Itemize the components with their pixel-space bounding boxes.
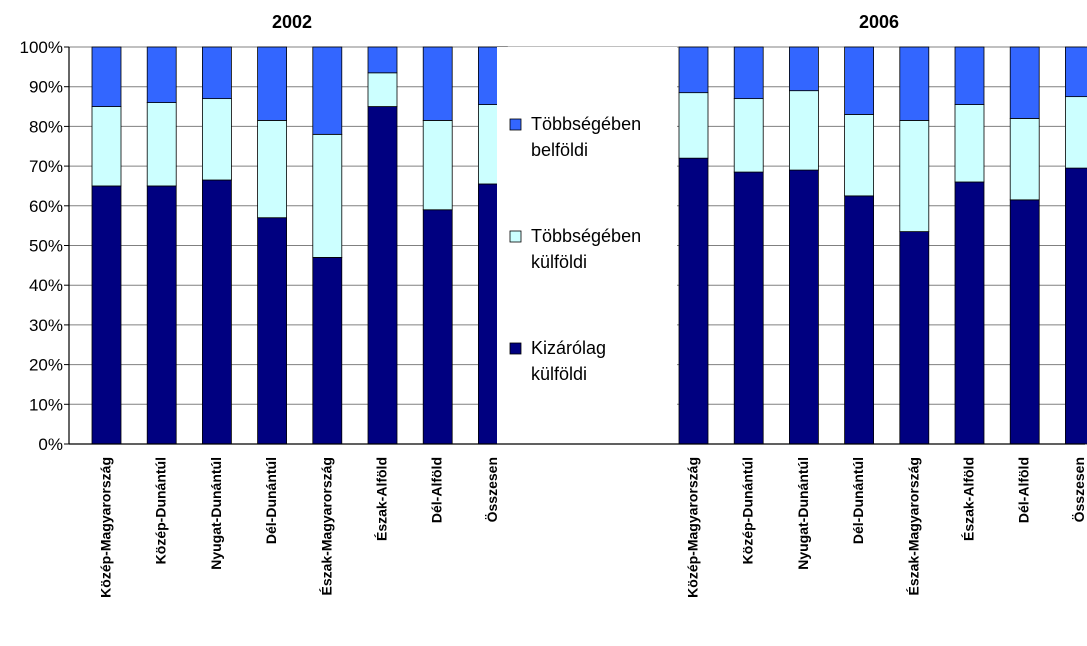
bar-segment <box>312 46 343 135</box>
bar-segment <box>899 46 930 121</box>
legend-swatch <box>509 118 522 131</box>
bar-segment <box>844 46 874 115</box>
category-label: Dél-Dunántúl <box>850 457 866 544</box>
y-tick-label: 0% <box>38 435 63 454</box>
y-tick-label: 80% <box>29 117 63 136</box>
y-tick-label: 20% <box>29 356 63 375</box>
bar-segment <box>954 104 985 183</box>
bar-segment <box>789 46 819 92</box>
bar-segment <box>733 46 764 100</box>
y-tick-label: 90% <box>29 78 63 97</box>
bar-segment <box>201 46 232 100</box>
bar-segment <box>367 46 398 74</box>
bar-segment <box>733 98 764 173</box>
bar-segment <box>146 185 177 445</box>
bar-segment <box>367 106 398 445</box>
bar-segment <box>422 120 453 211</box>
bar-segment <box>201 98 232 181</box>
legend-label: külföldi <box>531 364 587 384</box>
category-label: Észak-Magyarország <box>318 457 334 596</box>
legend-label: Kizárólag <box>531 338 606 358</box>
legend-label: Többségében <box>531 226 641 246</box>
panel-title: 2006 <box>859 12 899 32</box>
bar-segment <box>201 179 232 445</box>
y-tick-label: 60% <box>29 197 63 216</box>
y-tick-label: 10% <box>29 395 63 414</box>
y-tick-label: 30% <box>29 316 63 335</box>
bar-segment <box>678 157 709 445</box>
category-label: Közép-Dunántúl <box>740 457 756 564</box>
bar-segment <box>1009 46 1040 119</box>
legend-label: Többségében <box>531 114 641 134</box>
bar-segment <box>733 171 764 445</box>
bar-segment <box>257 217 288 445</box>
y-tick-label: 40% <box>29 276 63 295</box>
legend-swatch <box>509 230 522 243</box>
bar-segment <box>844 114 874 197</box>
legend-label: külföldi <box>531 252 587 272</box>
category-label: Észak-Magyarország <box>905 457 921 596</box>
bar-segment <box>422 209 453 445</box>
bar-segment <box>844 195 874 445</box>
bar-segment <box>899 120 930 233</box>
bar-segment <box>1065 167 1087 445</box>
y-tick-label: 50% <box>29 237 63 256</box>
bar-segment <box>257 46 288 121</box>
bar-segment <box>899 231 930 445</box>
bar-segment <box>1065 46 1087 98</box>
bar-segment <box>367 72 398 107</box>
category-label: Nyugat-Dunántúl <box>208 457 224 570</box>
bar-segment <box>146 46 177 103</box>
bar-segment <box>422 46 453 121</box>
bar-segment <box>91 46 122 107</box>
bar-segment <box>146 102 177 187</box>
bar-segment <box>91 185 122 445</box>
bar-segment <box>678 92 709 159</box>
category-label: Dél-Alföld <box>1016 457 1032 523</box>
category-label: Észak-Alföld <box>374 457 390 541</box>
legend-swatch <box>509 342 522 355</box>
legend-box <box>497 47 677 444</box>
category-label: Nyugat-Dunántúl <box>795 457 811 570</box>
bar-segment <box>1009 118 1040 201</box>
bar-segment <box>678 46 709 94</box>
bar-segment <box>91 106 122 187</box>
bar-segment <box>312 133 343 258</box>
bar-segment <box>954 46 985 105</box>
bar-segment <box>1065 96 1087 169</box>
bar-segment <box>312 257 343 445</box>
category-label: Észak-Alföld <box>961 457 977 541</box>
legend-label: belföldi <box>531 140 588 160</box>
category-label: Összesen <box>484 457 500 522</box>
category-label: Dél-Dunántúl <box>263 457 279 544</box>
bar-segment <box>1009 199 1040 445</box>
bar-segment <box>789 90 819 171</box>
y-tick-label: 100% <box>20 38 63 57</box>
category-label: Közép-Magyarország <box>98 457 114 598</box>
bar-segment <box>257 120 288 219</box>
bar-segment <box>789 169 819 445</box>
category-label: Közép-Dunántúl <box>153 457 169 564</box>
category-label: Közép-Magyarország <box>685 457 701 598</box>
category-label: Dél-Alföld <box>429 457 445 523</box>
y-tick-label: 70% <box>29 157 63 176</box>
category-label: Összesen <box>1071 457 1087 522</box>
panel-title: 2002 <box>272 12 312 32</box>
bar-segment <box>954 181 985 445</box>
